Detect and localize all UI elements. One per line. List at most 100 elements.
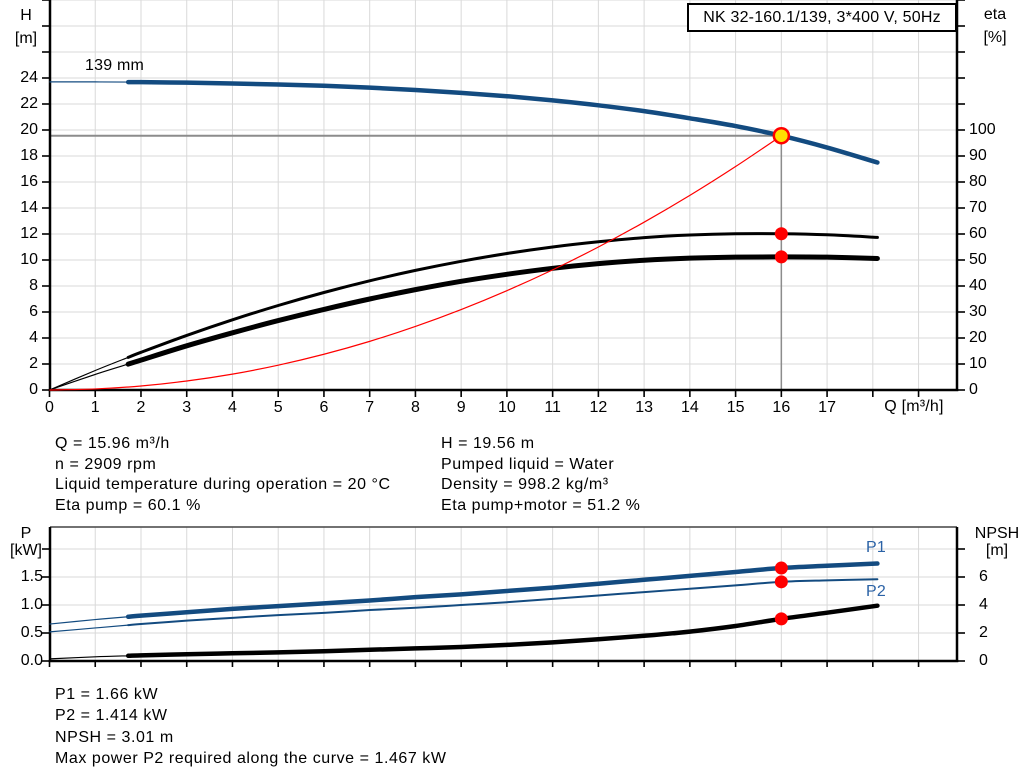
pump-title-box: NK 32-160.1/139, 3*400 V, 50Hz: [687, 3, 957, 32]
result-n: n = 2909 rpm: [55, 455, 157, 473]
eta-tick-label: 80: [969, 173, 987, 190]
result-q: Q = 15.96 m³/h: [55, 435, 170, 452]
q-tick-label: 3: [182, 399, 192, 416]
p1-point: [774, 561, 788, 575]
p2-curve-thin: [49, 624, 129, 633]
p-tick-label: 0.5: [20, 624, 43, 641]
q-tick-label: 8: [410, 399, 420, 416]
eta-tick-label: 100: [969, 121, 996, 138]
q-tick-label: 5: [273, 399, 283, 416]
eta-axis-unit: [%]: [983, 29, 1007, 46]
result-h: H = 19.56 m: [441, 435, 535, 452]
result-density: Density = 998.2 kg/m³: [441, 476, 609, 493]
h-tick-label: 22: [20, 95, 38, 112]
p-axis-unit: [kW]: [10, 542, 42, 559]
npsh-tick-label: 2: [979, 624, 988, 641]
result-block-bottom: P1 = 1.66 kW P2 = 1.414 kW NPSH = 3.01 m…: [55, 684, 447, 770]
q-tick-label: 15: [726, 399, 745, 416]
eta-pump-point: [774, 227, 788, 241]
p2-curve-label: P2: [866, 583, 886, 600]
result-block-right: H = 19.56 m Pumped liquid = Water Densit…: [441, 434, 640, 516]
q-tick-label: 0: [45, 399, 54, 416]
h-tick-label: 16: [20, 173, 38, 190]
p1-curve: [125, 561, 880, 619]
eta-pump-motor-curve-thin: [49, 363, 129, 391]
h-tick-label: 12: [20, 225, 38, 242]
h-tick-label: 2: [29, 355, 38, 372]
result-block-left: Q = 15.96 m³/h n = 2909 rpm Liquid tempe…: [55, 434, 391, 516]
h-tick-label: 8: [29, 277, 38, 294]
p-axis-title: P [kW]: [6, 525, 46, 559]
h-tick-label: 4: [29, 329, 38, 346]
result-liquid-temp: Liquid temperature during operation = 20…: [55, 476, 391, 493]
q-tick-label: 10: [497, 399, 516, 416]
h-tick-label: 20: [20, 121, 38, 138]
npsh-tick-label: 6: [979, 568, 988, 585]
q-tick-label: 7: [365, 399, 375, 416]
q-tick-label: 6: [319, 399, 329, 416]
h-tick-label: 24: [20, 69, 38, 86]
eta-pump-curve-thin: [49, 356, 129, 391]
result-max-power: Max power P2 required along the curve = …: [55, 750, 447, 768]
p1-curve-thin: [49, 616, 129, 625]
result-pumped-liquid: Pumped liquid = Water: [441, 455, 615, 473]
npsh-axis-title: NPSH [m]: [968, 525, 1024, 559]
eta-tick-label: 0: [969, 381, 978, 398]
duty-point[interactable]: [772, 126, 791, 145]
system-curve: [49, 135, 782, 391]
eta-pump-motor-curve: [125, 254, 880, 367]
eta-tick-label: 50: [969, 251, 987, 268]
eta-tick-label: 30: [969, 303, 987, 320]
h-tick-label: 0: [29, 381, 38, 398]
eta-tick-label: 40: [969, 277, 987, 294]
q-tick-label: 11: [544, 399, 561, 416]
impeller-diameter-label: 139 mm: [85, 57, 144, 74]
p-tick-label: 1.5: [20, 568, 43, 585]
h-tick-label: 18: [20, 147, 38, 164]
eta-pump-curve: [126, 232, 879, 359]
p2-curve: [127, 578, 879, 627]
eta-tick-label: 10: [969, 355, 987, 372]
result-eta-pump-motor: Eta pump+motor = 51.2 %: [441, 496, 641, 514]
q-tick-label: 1: [90, 399, 100, 416]
h-tick-label: 6: [29, 303, 38, 320]
q-tick-label: 13: [635, 399, 653, 416]
q-tick-label: 4: [228, 399, 237, 416]
npsh-point: [774, 612, 788, 626]
h-axis-name: H: [20, 7, 32, 24]
h-tick-label: 10: [20, 251, 38, 268]
p-axis-name: P: [20, 525, 32, 542]
p1-curve-label: P1: [866, 539, 886, 556]
q-axis-label: Q [m³/h]: [884, 398, 944, 415]
q-tick-label: 16: [772, 399, 791, 416]
eta-axis-title: eta [%]: [971, 3, 1019, 49]
p-tick-label: 1.0: [20, 596, 43, 613]
head-curve-139mm: [125, 79, 880, 165]
p-tick-label: 0.0: [20, 652, 43, 669]
result-eta-pump: Eta pump = 60.1 %: [55, 496, 201, 514]
npsh-tick-label: 0: [979, 652, 988, 669]
eta-tick-label: 90: [969, 147, 987, 164]
q-tick-label: 9: [456, 399, 466, 416]
eta-axis-name: eta: [983, 6, 1007, 23]
eta-tick-label: 20: [969, 329, 987, 346]
h-axis-title: H [m]: [6, 4, 46, 50]
npsh-tick-label: 4: [979, 596, 988, 613]
eta-tick-label: 70: [969, 199, 987, 216]
result-npsh: NPSH = 3.01 m: [55, 728, 174, 746]
q-tick-label: 12: [589, 399, 608, 416]
p2-point: [774, 575, 788, 589]
q-tick-label: 14: [680, 399, 699, 416]
npsh-curve: [125, 603, 880, 659]
npsh-curve-thin: [49, 655, 129, 660]
pump-title: NK 32-160.1/139, 3*400 V, 50Hz: [703, 8, 941, 26]
npsh-axis-unit: [m]: [985, 542, 1009, 559]
eta-pump-motor-point: [774, 250, 788, 264]
eta-tick-label: 60: [969, 225, 987, 242]
h-tick-label: 14: [20, 199, 38, 216]
q-tick-label: 17: [818, 399, 836, 416]
q-tick-label: 2: [136, 399, 146, 416]
h-axis-unit: [m]: [14, 30, 38, 47]
